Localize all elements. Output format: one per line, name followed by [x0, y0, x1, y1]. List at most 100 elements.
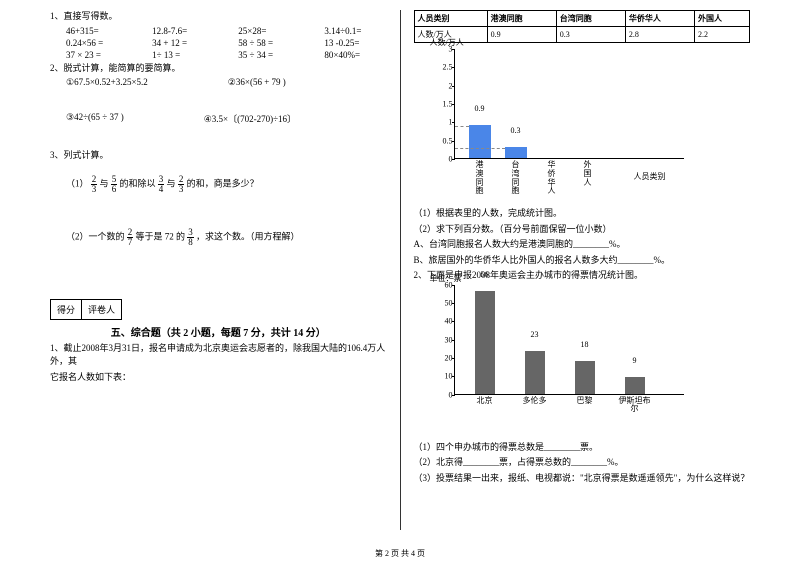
- y-tick: 60: [435, 280, 453, 289]
- section-5-title: 五、综合题（共 2 小题，每题 7 分，共计 14 分）: [50, 324, 387, 339]
- y-tick-mark: [452, 141, 455, 142]
- x-category: 伊斯坦布尔: [617, 397, 653, 415]
- y-tick: 50: [435, 298, 453, 307]
- bar: [469, 125, 491, 158]
- fraction: 38: [187, 228, 194, 247]
- y-tick-mark: [452, 49, 455, 50]
- td: 0.3: [556, 27, 625, 43]
- fraction: 23: [91, 175, 98, 194]
- bar-value-label: 56: [475, 270, 495, 279]
- expr: 58 ÷ 58 =: [238, 38, 300, 48]
- y-tick-mark: [452, 67, 455, 68]
- p1-line-b: 它报名人数如下表：: [50, 371, 387, 385]
- column-divider: [400, 10, 401, 530]
- bar: [505, 147, 527, 158]
- expr: 80×40%=: [324, 50, 386, 60]
- p2-title: 2、下面是申报2008年奥运会主办城市的得票情况统计图。: [414, 269, 751, 283]
- y-tick-mark: [452, 376, 455, 377]
- expr: ②36×(56 + 79 ): [228, 77, 286, 88]
- q3-2: （2）一个数的 27 等于是 72 的 38 ，求这个数。（用方程解）: [50, 228, 387, 247]
- y-tick: 3: [435, 45, 453, 54]
- q2-title: 2、脱式计算，能简算的要简算。: [50, 62, 387, 76]
- guide-line: [455, 126, 469, 127]
- x-category: 台湾同胞: [505, 161, 527, 196]
- bar: [625, 377, 645, 394]
- q1-row2: 0.24×56 = 34 + 12 = 58 ÷ 58 = 13 -0.25=: [50, 38, 387, 48]
- bar-value-label: 0.3: [505, 126, 527, 135]
- expr: ④3.5×〔(702-270)÷16〕: [204, 112, 296, 125]
- guide-line: [455, 148, 505, 149]
- q1-title: 1、直接写得数。: [50, 10, 387, 24]
- q2-sub1: （1）四个申办城市的得票总数是________票。: [414, 441, 751, 455]
- text: 与: [100, 178, 109, 188]
- fraction: 27: [127, 228, 134, 247]
- x-category: 北京: [467, 397, 503, 406]
- right-column: 人员类别 港澳同胞 台湾同胞 华侨华人 外国人 人数/万人 0.9 0.3 2.…: [404, 10, 761, 530]
- text: 与: [167, 178, 176, 188]
- bar-value-label: 23: [525, 330, 545, 339]
- page: 1、直接写得数。 46+315= 12.8-7.6= 25×28= 3.14÷0…: [0, 0, 800, 530]
- y-tick-mark: [452, 358, 455, 359]
- score-label: 得分: [50, 299, 82, 320]
- chart-area: 00.511.522.530.9港澳同胞0.3台湾同胞华侨华人外国人: [454, 49, 684, 159]
- table-row: 人数/万人 0.9 0.3 2.8 2.2: [414, 27, 750, 43]
- y-tick: 2: [435, 81, 453, 90]
- x-category: 外国人: [577, 161, 599, 187]
- q2-sub2: （2）北京得________票，占得票总数的________%。: [414, 456, 751, 470]
- bar-value-label: 0.9: [469, 104, 491, 113]
- bar: [475, 291, 495, 394]
- th: 外国人: [695, 11, 750, 27]
- y-tick: 0: [435, 390, 453, 399]
- page-footer: 第 2 页 共 4 页: [0, 548, 800, 559]
- x-axis-label: 人员类别: [634, 171, 666, 182]
- td: 2.2: [695, 27, 750, 43]
- text: 的和，商是多少？: [187, 178, 259, 188]
- fraction: 23: [178, 175, 185, 194]
- expr: 35 ÷ 34 =: [238, 50, 300, 60]
- x-category: 多伦多: [517, 397, 553, 406]
- y-tick-mark: [452, 321, 455, 322]
- q1-row3: 37 × 23 = 1÷ 13 = 35 ÷ 34 = 80×40%=: [50, 50, 387, 60]
- fraction: 34: [158, 175, 165, 194]
- chart-area: 010203040506056北京23多伦多18巴黎9伊斯坦布尔: [454, 285, 684, 395]
- p1-line-a: 1、截止2008年3月31日，报名申请成为北京奥运会志愿者的，除我国大陆的106…: [50, 342, 387, 369]
- text: 等于是 72 的: [136, 231, 186, 241]
- expr: 25×28=: [238, 26, 300, 36]
- expr: 13 -0.25=: [324, 38, 386, 48]
- expr: 1÷ 13 =: [152, 50, 214, 60]
- text: （1）: [66, 178, 89, 188]
- chart-1: 人数/万人 00.511.522.530.9港澳同胞0.3台湾同胞华侨华人外国人…: [434, 49, 751, 199]
- y-tick-mark: [452, 340, 455, 341]
- sub-q2a: A、台湾同胞报名人数大约是港澳同胞的________%。: [414, 238, 751, 252]
- sub-q2b: B、旅居国外的华侨华人比外国人的报名人数多大约________%。: [414, 254, 751, 268]
- sub-q2: （2）求下列百分数。（百分号前面保留一位小数）: [414, 223, 751, 237]
- th: 台湾同胞: [556, 11, 625, 27]
- y-tick: 0: [435, 155, 453, 164]
- th: 人员类别: [414, 11, 487, 27]
- y-tick: 2.5: [435, 63, 453, 72]
- expr: ①67.5×0.52+3.25×5.2: [66, 77, 148, 88]
- fraction: 56: [111, 175, 118, 194]
- y-tick-mark: [452, 86, 455, 87]
- th: 华侨华人: [625, 11, 694, 27]
- text: ，求这个数。（用方程解）: [196, 231, 300, 241]
- th: 港澳同胞: [487, 11, 556, 27]
- q2-row1: ①67.5×0.52+3.25×5.2 ②36×(56 + 79 ): [50, 77, 387, 88]
- y-tick-mark: [452, 285, 455, 286]
- table-row: 人员类别 港澳同胞 台湾同胞 华侨华人 外国人: [414, 11, 750, 27]
- expr: 34 + 12 =: [152, 38, 214, 48]
- y-tick-mark: [452, 122, 455, 123]
- y-tick: 1: [435, 118, 453, 127]
- q1-row1: 46+315= 12.8-7.6= 25×28= 3.14÷0.1=: [50, 26, 387, 36]
- q3-title: 3、列式计算。: [50, 149, 387, 163]
- bar-value-label: 9: [625, 356, 645, 365]
- q2-row2: ③42÷(65 ÷ 37 ) ④3.5×〔(702-270)÷16〕: [50, 112, 387, 125]
- chart-2: 单位：票 010203040506056北京23多伦多18巴黎9伊斯坦布尔: [434, 285, 751, 435]
- grader-label: 评卷人: [81, 299, 122, 320]
- x-category: 华侨华人: [541, 161, 563, 196]
- y-tick-mark: [452, 303, 455, 304]
- bar-value-label: 18: [575, 340, 595, 349]
- y-tick-mark: [452, 159, 455, 160]
- q3-1: （1） 23 与 56 的和除以 34 与 23 的和，商是多少？: [50, 175, 387, 194]
- expr: 3.14÷0.1=: [324, 26, 386, 36]
